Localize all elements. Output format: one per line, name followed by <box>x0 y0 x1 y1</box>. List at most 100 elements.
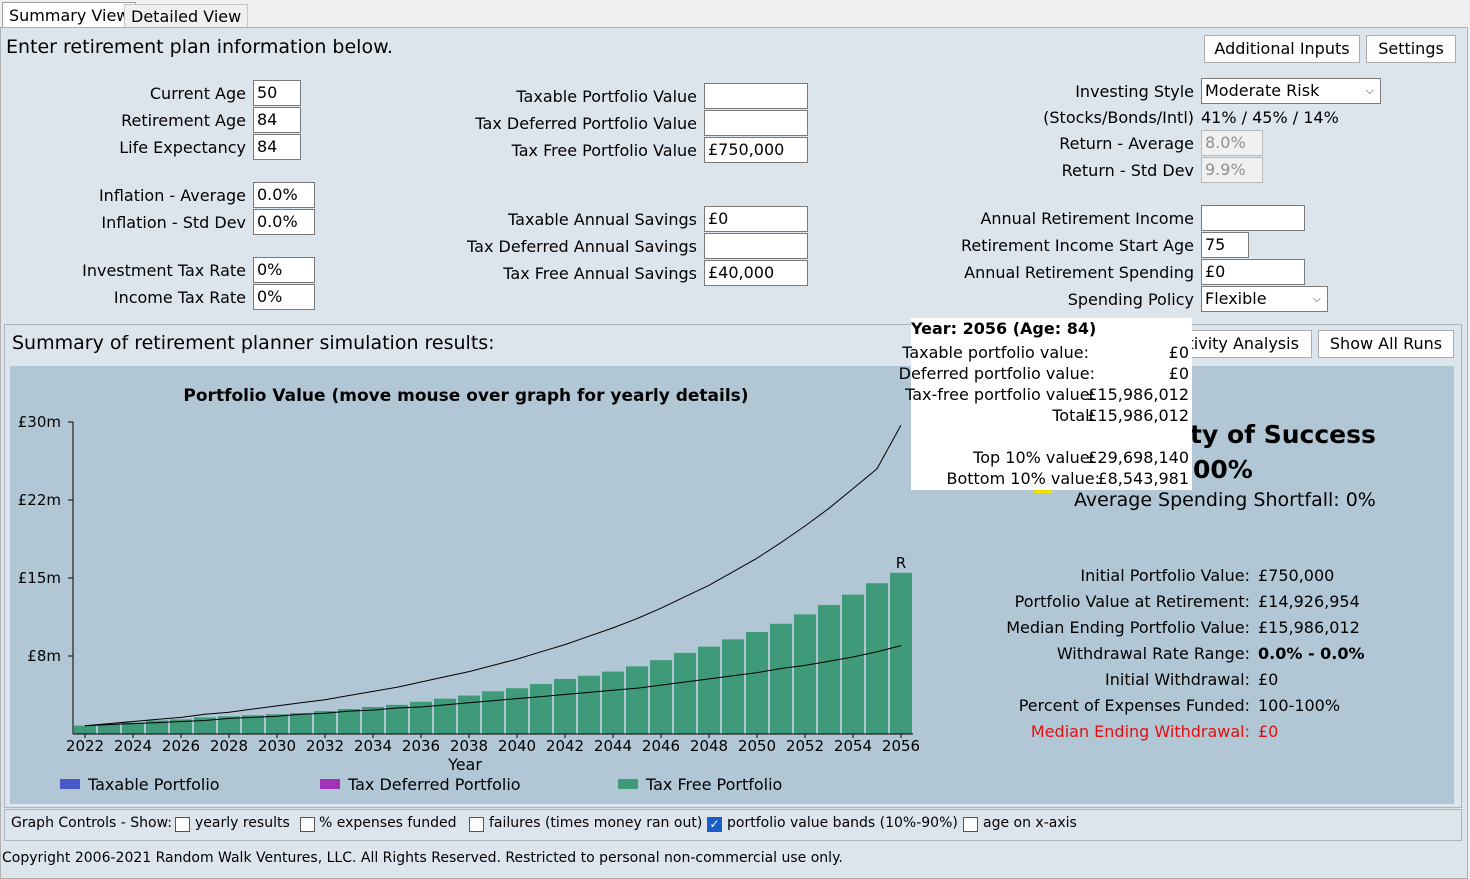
tooltip-top10-label: Top 10% value: <box>973 448 1095 467</box>
investment-tax-rate-input[interactable]: 0% <box>253 257 315 283</box>
inflation-stddev-label: Inflation - Std Dev <box>101 213 246 232</box>
age-x-axis-label: age on x-axis <box>983 815 1077 831</box>
expenses-funded-checkbox[interactable] <box>300 817 315 832</box>
bar-tax-free <box>650 660 672 734</box>
sensitivity-analysis-button[interactable]: itivity Analysis <box>1170 330 1312 358</box>
show-all-runs-button[interactable]: Show All Runs <box>1318 330 1454 358</box>
value-bands-label: portfolio value bands (10%-90%) <box>727 815 958 831</box>
settings-button[interactable]: Settings <box>1366 35 1456 63</box>
bar-tax-free <box>746 632 768 734</box>
bar-tax-free <box>554 678 576 734</box>
year-detail-tooltip: Year: 2056 (Age: 84) Taxable portfolio v… <box>899 318 1192 490</box>
tab-bar: Summary View Detailed View <box>0 0 1470 29</box>
stat-median-ending-withdrawal-label: Median Ending Withdrawal: <box>1030 722 1250 741</box>
stat-initial-portfolio-value: £750,000 <box>1258 566 1335 585</box>
legend-swatch <box>618 779 638 789</box>
bar-tax-free <box>290 713 312 734</box>
spending-policy-value: Flexible <box>1205 289 1267 308</box>
bar-tax-free <box>818 605 840 734</box>
tooltip-bottom10-value: £8,543,981 <box>1097 469 1189 488</box>
return-average-input: 8.0% <box>1201 130 1263 156</box>
stat-expenses-funded-label: Percent of Expenses Funded: <box>1018 696 1250 715</box>
bar-tax-free <box>386 704 408 734</box>
age-x-axis-checkbox[interactable] <box>963 817 978 832</box>
stat-median-ending-portfolio-label: Median Ending Portfolio Value: <box>1006 618 1250 637</box>
hover-indicator <box>1034 490 1052 493</box>
tax-deferred-savings-input[interactable] <box>704 233 808 259</box>
value-bands-checkbox[interactable]: ✓ <box>707 817 722 832</box>
retirement-marker: R <box>896 554 906 572</box>
taxable-portfolio-input[interactable] <box>704 83 808 109</box>
tab-summary-view[interactable]: Summary View <box>2 2 137 29</box>
bar-tax-free <box>458 695 480 734</box>
expenses-funded-label: % expenses funded <box>319 815 457 831</box>
chevron-down-icon: ⌵ <box>1365 84 1374 97</box>
retirement-income-age-input[interactable]: 75 <box>1201 232 1249 258</box>
stat-withdrawal-rate-value: 0.0% - 0.0% <box>1258 644 1365 663</box>
tooltip-taxfree-value: £15,986,012 <box>1087 385 1189 404</box>
form-heading: Enter retirement plan information below. <box>6 36 393 58</box>
current-age-input[interactable]: 50 <box>253 80 301 106</box>
income-tax-rate-input[interactable]: 0% <box>253 284 315 310</box>
bar-tax-free <box>122 722 144 734</box>
bar-tax-free <box>842 594 864 734</box>
x-tick-label: 2024 <box>114 737 152 755</box>
life-expectancy-input[interactable]: 84 <box>253 134 301 160</box>
tax-free-savings-input[interactable]: £40,000 <box>704 260 808 286</box>
x-tick-label: 2030 <box>258 737 296 755</box>
stat-portfolio-at-retirement-label: Portfolio Value at Retirement: <box>1014 592 1250 611</box>
bar-tax-free <box>362 706 384 734</box>
yearly-results-checkbox[interactable] <box>175 817 190 832</box>
tooltip-taxfree-label: Tax-free portfolio value: <box>905 385 1095 404</box>
retirement-spending-input[interactable]: £0 <box>1201 259 1305 285</box>
bar-tax-free <box>482 691 504 734</box>
tax-deferred-savings-label: Tax Deferred Annual Savings <box>467 237 697 256</box>
tax-free-savings-label: Tax Free Annual Savings <box>503 264 697 283</box>
bar-tax-free <box>674 652 696 734</box>
retirement-age-input[interactable]: 84 <box>253 107 301 133</box>
chevron-down-icon: ⌵ <box>1312 292 1321 305</box>
yearly-results-label: yearly results <box>195 815 290 831</box>
failures-checkbox[interactable] <box>469 817 484 832</box>
stat-median-ending-withdrawal-value: £0 <box>1258 722 1279 741</box>
y-tick-label: £22m <box>18 491 61 509</box>
tax-deferred-portfolio-input[interactable] <box>704 110 808 136</box>
tax-free-portfolio-input[interactable]: £750,000 <box>704 137 808 163</box>
top-10-band-line <box>84 424 902 727</box>
average-spending-shortfall: Average Spending Shortfall: 0% <box>1074 489 1376 511</box>
bar-tax-free <box>602 671 624 734</box>
additional-inputs-button[interactable]: Additional Inputs <box>1204 35 1360 63</box>
bar-tax-free <box>242 715 264 734</box>
inflation-average-input[interactable]: 0.0% <box>253 182 315 208</box>
bar-tax-free <box>698 646 720 734</box>
taxable-savings-input[interactable]: £0 <box>704 206 808 232</box>
stat-initial-withdrawal-value: £0 <box>1258 670 1279 689</box>
bar-tax-free <box>410 701 432 734</box>
investing-style-value: Moderate Risk <box>1205 81 1320 100</box>
spending-policy-select[interactable]: Flexible ⌵ <box>1201 286 1328 312</box>
investing-style-label: Investing Style <box>1075 82 1194 101</box>
graph-controls: Graph Controls - Show: yearly results % … <box>4 809 1462 841</box>
retirement-income-input[interactable] <box>1201 205 1305 231</box>
inflation-stddev-input[interactable]: 0.0% <box>253 209 315 235</box>
bar-tax-free <box>146 720 168 734</box>
tooltip-deferred-value: £0 <box>1168 364 1189 383</box>
x-tick-label: 2054 <box>834 737 872 755</box>
investing-style-select[interactable]: Moderate Risk ⌵ <box>1201 78 1381 104</box>
income-tax-rate-label: Income Tax Rate <box>113 288 246 307</box>
retirement-income-age-label: Retirement Income Start Age <box>960 236 1194 255</box>
x-tick-label: 2050 <box>738 737 776 755</box>
tax-deferred-portfolio-label: Tax Deferred Portfolio Value <box>475 114 697 133</box>
stat-withdrawal-rate-label: Withdrawal Rate Range: <box>1056 644 1250 663</box>
x-tick-label: 2046 <box>642 737 680 755</box>
x-tick-label: 2042 <box>546 737 584 755</box>
tab-detailed-view[interactable]: Detailed View <box>124 4 249 29</box>
y-tick-label: £15m <box>18 569 61 587</box>
stat-expenses-funded-value: 100-100% <box>1258 696 1341 715</box>
bar-tax-free <box>506 688 528 734</box>
bar-tax-free <box>194 717 216 734</box>
bar-tax-free <box>794 614 816 734</box>
y-tick-label: £8m <box>27 647 61 665</box>
taxable-savings-label: Taxable Annual Savings <box>508 210 697 229</box>
